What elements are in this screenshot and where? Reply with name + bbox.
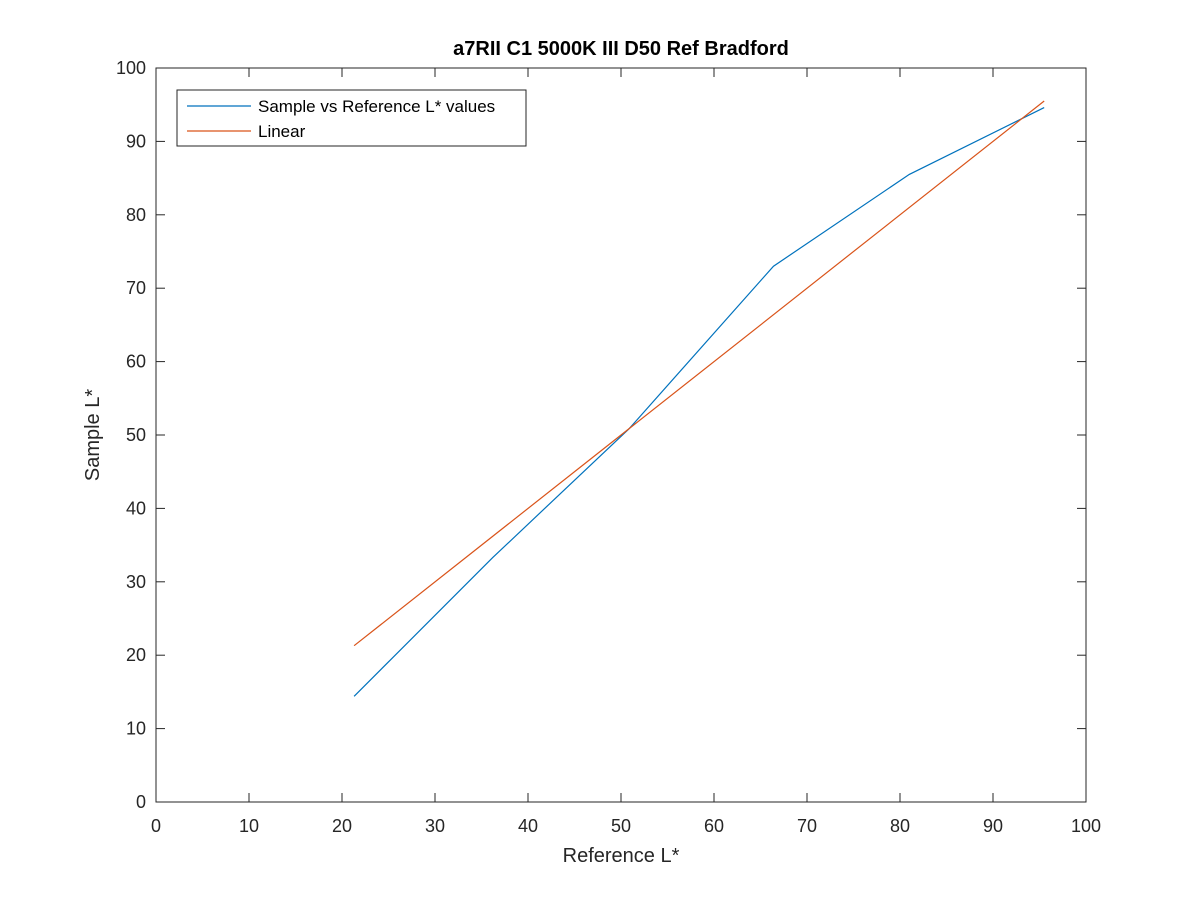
x-tick-label: 10 — [239, 816, 259, 836]
y-tick-label: 50 — [126, 425, 146, 445]
y-tick-label: 90 — [126, 131, 146, 151]
x-tick-label: 100 — [1071, 816, 1101, 836]
x-tick-label: 90 — [983, 816, 1003, 836]
x-tick-label: 60 — [704, 816, 724, 836]
y-tick-label: 30 — [126, 572, 146, 592]
x-tick-label: 70 — [797, 816, 817, 836]
y-tick-label: 70 — [126, 278, 146, 298]
legend-label-linear: Linear — [258, 122, 306, 141]
y-tick-label: 20 — [126, 645, 146, 665]
y-tick-label: 0 — [136, 792, 146, 812]
y-tick-label: 40 — [126, 498, 146, 518]
y-tick-label: 60 — [126, 352, 146, 372]
x-tick-label: 40 — [518, 816, 538, 836]
y-axis-label: Sample L* — [82, 389, 104, 481]
x-tick-label: 30 — [425, 816, 445, 836]
y-tick-label: 10 — [126, 719, 146, 739]
chart-title: a7RII C1 5000K III D50 Ref Bradford — [453, 38, 789, 60]
x-tick-label: 20 — [332, 816, 352, 836]
x-axis-label: Reference L* — [563, 845, 680, 867]
x-tick-label: 0 — [151, 816, 161, 836]
x-tick-label: 50 — [611, 816, 631, 836]
legend: Sample vs Reference L* values Linear — [177, 90, 526, 146]
y-tick-label: 100 — [116, 58, 146, 78]
legend-label-sample: Sample vs Reference L* values — [258, 97, 495, 116]
x-tick-label: 80 — [890, 816, 910, 836]
y-tick-label: 80 — [126, 205, 146, 225]
